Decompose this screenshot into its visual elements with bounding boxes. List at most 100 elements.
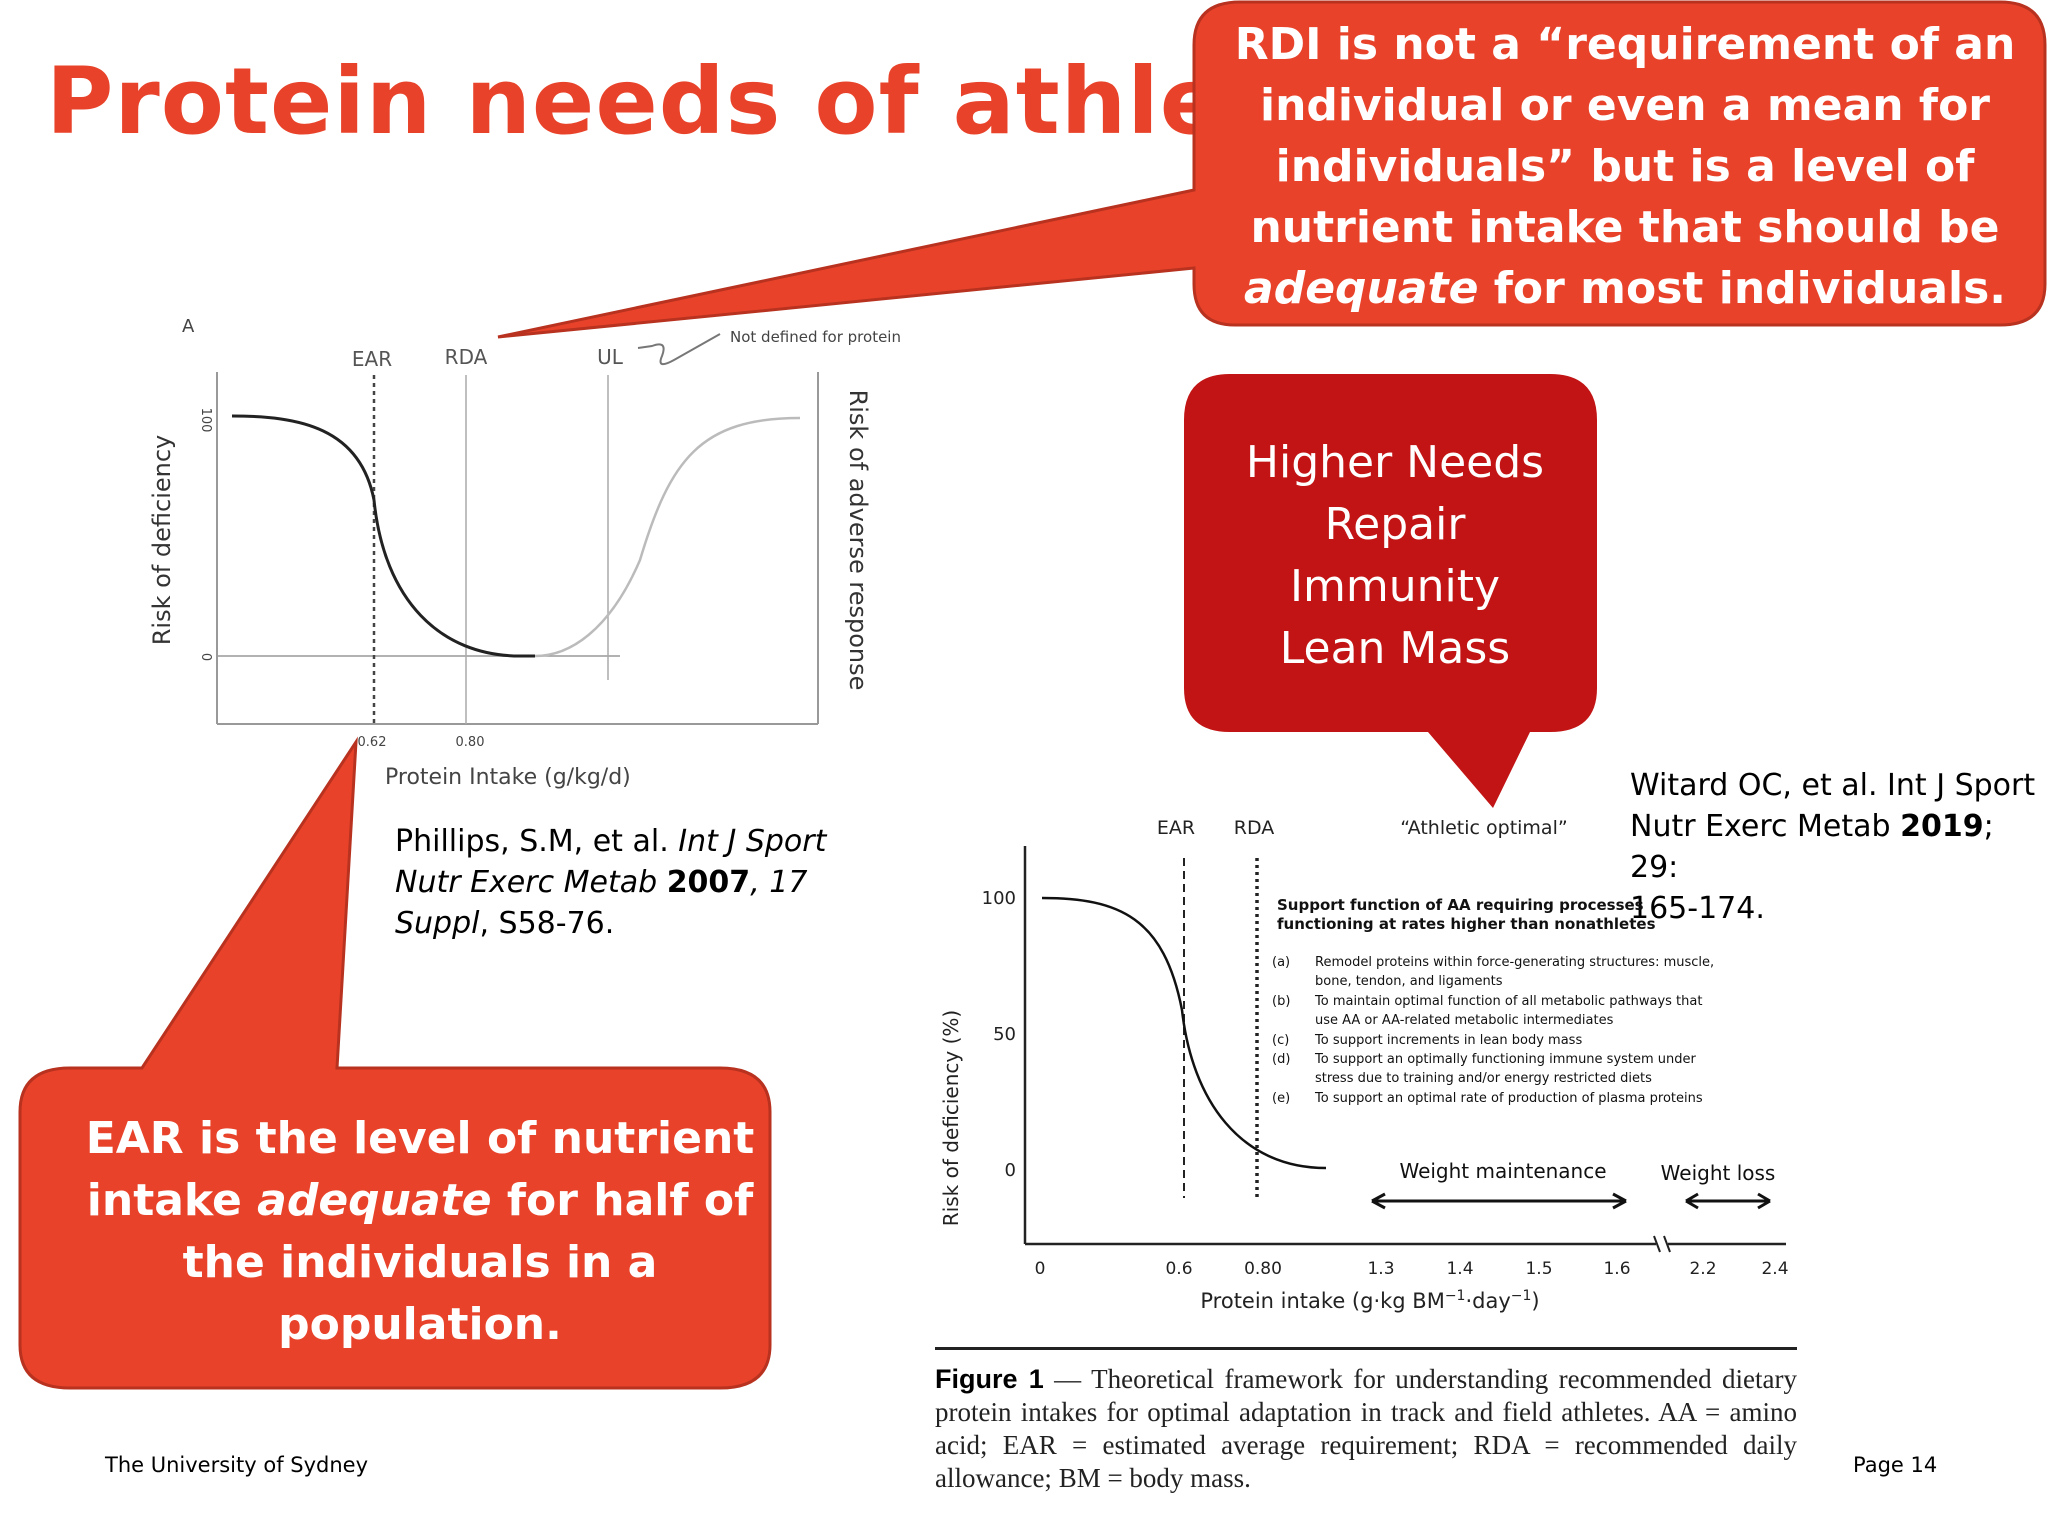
phillips-suppl: Suppl (395, 906, 480, 941)
chart-b-xtick-0.6: 0.6 (1165, 1259, 1192, 1279)
ear-line-3: the individuals in a (182, 1237, 658, 1288)
witard-journal: Nutr Exerc Metab (1630, 809, 1901, 844)
chart-b-xtick-0.80: 0.80 (1244, 1259, 1282, 1279)
figure-caption: Figure 1 — Theoretical framework for und… (935, 1363, 1797, 1495)
chart-b-ytick-100: 100 (982, 888, 1016, 909)
ear-emphasis: adequate (257, 1175, 492, 1226)
chart-b-xtick-0: 0 (1035, 1259, 1046, 1279)
witard-year: 2019 (1900, 809, 1984, 844)
chart-a-deficiency-curve (231, 414, 535, 658)
phillips-citation: Phillips, S.M, et al. Int J Sport Nutr E… (395, 821, 835, 944)
needs-callout-bubble (1184, 374, 1597, 808)
chart-a-ytick-100: 100 (198, 408, 213, 433)
chart-a-xtick-0.80: 0.80 (456, 735, 485, 750)
ear-line-2-post: for half of (491, 1175, 754, 1226)
ear-line-2: intake adequate for half of (60, 1170, 780, 1232)
phillips-journal-a: Int J Sport (678, 824, 827, 859)
rdi-line-5-rest: for most individuals. (1478, 263, 2006, 314)
chart-b-xlabel-sup-2: −1 (1511, 1288, 1532, 1304)
chart-b-item-b-2: use AA or AA-related metabolic intermedi… (1315, 1013, 1614, 1028)
chart-a-rda-label: RDA (445, 345, 488, 369)
chart-b-xtick-2.2: 2.2 (1689, 1259, 1716, 1279)
chart-b-key-a: (a) (1272, 955, 1290, 970)
footer-page-number: Page 14 (1853, 1453, 1938, 1477)
chart-b-xtick-1.5: 1.5 (1525, 1259, 1552, 1279)
chart-b-item-b-1: To maintain optimal function of all meta… (1314, 994, 1702, 1009)
chart-b-rda-label: RDA (1234, 817, 1275, 839)
needs-line-1: Higher Needs (1245, 437, 1545, 488)
chart-b: EAR RDA “Athletic optimal” Risk of defic… (939, 817, 1789, 1313)
phillips-authors: Phillips, S.M, et al. (395, 824, 679, 859)
phillips-line-1: Phillips, S.M, et al. Int J Sport (395, 821, 835, 862)
chart-b-range-loss-arrow (1685, 1192, 1771, 1210)
chart-b-xtick-2.4: 2.4 (1761, 1259, 1788, 1279)
phillips-journal-b: Nutr Exerc Metab (395, 865, 667, 900)
rdi-line-3: individuals” but is a level of (1275, 141, 1975, 192)
caption-rule (935, 1347, 1797, 1350)
chart-b-xlabel-mid: ·day (1465, 1289, 1510, 1313)
chart-a-ear-label: EAR (352, 347, 392, 371)
rdi-line-1: RDI is not a “requirement of an (1234, 19, 2016, 70)
slide-title: Protein needs of athletes (46, 48, 1388, 155)
needs-callout-text: Higher Needs Repair Immunity Lean Mass (1185, 432, 1605, 680)
chart-a-xtick-0.62: 0.62 (358, 735, 387, 750)
chart-b-support-title-2: functioning at rates higher than nonathl… (1277, 915, 1656, 933)
chart-b-xtick-1.4: 1.4 (1446, 1259, 1473, 1279)
chart-b-support-title-1: Support function of AA requiring process… (1277, 896, 1644, 914)
chart-b-xlabel-post: ) (1531, 1289, 1539, 1313)
chart-b-deficiency-curve (1041, 896, 1327, 1170)
chart-b-xlabel: Protein intake (g·kg BM−1·day−1) (1200, 1288, 1539, 1313)
phillips-line-2: Nutr Exerc Metab 2007, 17 (395, 862, 835, 903)
rdi-emphasis: adequate (1244, 263, 1479, 314)
chart-b-key-e: (e) (1272, 1091, 1290, 1106)
rdi-callout-bubble (497, 0, 2047, 339)
ear-line-4: population. (278, 1299, 562, 1350)
footer-university: The University of Sydney (105, 1453, 369, 1477)
chart-a-ytick-0: 0 (198, 653, 213, 661)
chart-a-ul-label: UL (597, 345, 624, 369)
chart-b-item-d-2: stress due to training and/or energy res… (1315, 1071, 1652, 1086)
chart-b-key-b: (b) (1272, 994, 1290, 1009)
witard-line-3: 165-174. (1630, 891, 1765, 926)
chart-a-panel-label: A (182, 316, 195, 337)
rdi-callout-text: RDI is not a “requirement of an individu… (1210, 14, 2040, 319)
chart-a-y2label: Risk of adverse response (844, 390, 872, 691)
phillips-line-3: Suppl, S58-76. (395, 903, 835, 944)
chart-b-xlabel-pre: Protein intake (g·kg BM (1200, 1289, 1444, 1313)
witard-citation: Witard OC, et al. Int J Sport Nutr Exerc… (1630, 765, 2040, 929)
chart-b-xtick-1.6: 1.6 (1603, 1259, 1630, 1279)
chart-b-key-c: (c) (1272, 1033, 1289, 1048)
chart-b-item-a-2: bone, tendon, and ligaments (1315, 974, 1503, 989)
chart-a-adverse-curve (534, 416, 801, 658)
chart-b-item-d-1: To support an optimally functioning immu… (1314, 1052, 1697, 1067)
chart-b-item-e-1: To support an optimal rate of production… (1314, 1091, 1703, 1106)
witard-line-1: Witard OC, et al. Int J Sport (1630, 768, 2036, 803)
chart-b-range-maintenance-label: Weight maintenance (1399, 1159, 1606, 1183)
needs-line-4: Lean Mass (1279, 623, 1511, 674)
chart-a-xlabel: Protein Intake (g/kg/d) (385, 765, 631, 790)
rdi-line-5: adequate for most individuals. (1210, 258, 2040, 319)
chart-b-range-maintenance-arrow (1371, 1192, 1627, 1210)
chart-a: A 100 0 Risk of deficiency Risk of adver… (148, 316, 901, 790)
rdi-line-4: nutrient intake that should be (1250, 202, 2000, 253)
ear-line-2-pre: intake (86, 1175, 258, 1226)
needs-line-2: Repair (1324, 499, 1466, 550)
chart-b-ytick-0: 0 (1005, 1160, 1016, 1181)
rdi-line-2: individual or even a mean for (1259, 80, 1991, 131)
caption-label: Figure 1 (935, 1364, 1044, 1394)
needs-line-3: Immunity (1290, 561, 1500, 612)
chart-b-ear-label: EAR (1157, 817, 1195, 839)
chart-b-xtick-1.3: 1.3 (1367, 1259, 1394, 1279)
witard-volume: ; 29: (1630, 809, 1994, 885)
chart-b-range-loss-label: Weight loss (1661, 1161, 1776, 1185)
witard-line-2: Nutr Exerc Metab 2019; 29: (1630, 806, 2040, 888)
phillips-pages: , S58-76. (479, 906, 615, 941)
caption-text: — Theoretical framework for understandin… (935, 1364, 1797, 1493)
chart-a-ul-note: Not defined for protein (730, 328, 901, 346)
ear-callout-bubble (18, 736, 772, 1390)
chart-a-ylabel: Risk of deficiency (148, 435, 176, 646)
chart-b-xlabel-sup-1: −1 (1445, 1288, 1466, 1304)
chart-b-athletic-label: “Athletic optimal” (1400, 817, 1567, 839)
chart-b-ytick-50: 50 (993, 1024, 1016, 1045)
